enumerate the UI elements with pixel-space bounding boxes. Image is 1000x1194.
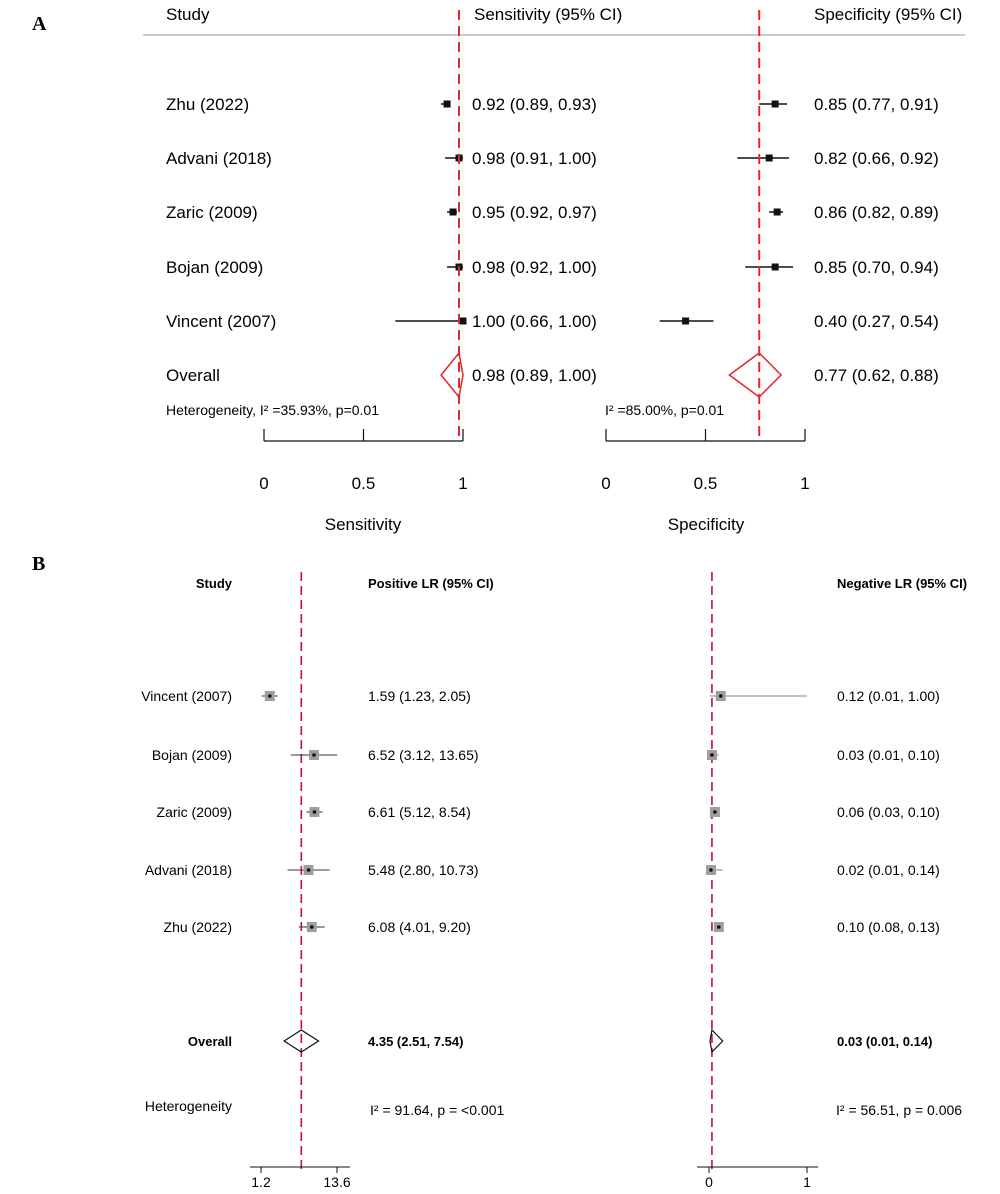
study-label: Vincent (2007)	[141, 688, 232, 704]
specificity-point	[765, 154, 773, 162]
negative-lr-ci-text: 0.03 (0.01, 0.10)	[837, 747, 940, 763]
positive-lr-ci-text: 6.61 (5.12, 8.54)	[368, 804, 471, 820]
negative-lr-tick-label: 1	[803, 1174, 811, 1190]
negative-lr-point	[713, 810, 717, 814]
sensitivity-overall-diamond	[440, 351, 464, 399]
specificity-overall-diamond	[728, 352, 783, 398]
positive-lr-ci-text: 5.48 (2.80, 10.73)	[368, 862, 479, 878]
specificity-point	[682, 317, 690, 325]
positive-lr-point	[309, 925, 314, 929]
sensitivity-ci-text: 0.92 (0.89, 0.93)	[472, 95, 597, 114]
study-label: Vincent (2007)	[166, 312, 276, 331]
positive-lr-heterogeneity: I² = 91.64, p = <0.001	[370, 1102, 504, 1118]
negative-lr-heterogeneity: I² = 56.51, p = 0.006	[836, 1102, 962, 1118]
specificity-ci-text: 0.82 (0.66, 0.92)	[814, 149, 939, 168]
positive-lr-point	[306, 868, 311, 872]
sensitivity-heterogeneity: Heterogeneity, I² =35.93%, p=0.01	[166, 402, 379, 418]
specificity-axis-label: Specificity	[668, 515, 745, 534]
specificity-tick-label: 1	[800, 474, 809, 493]
study-label: Zhu (2022)	[166, 95, 249, 114]
sensitivity-ci-text: 1.00 (0.66, 1.00)	[472, 312, 597, 331]
panel-b-label: B	[32, 553, 45, 575]
study-label: Zaric (2009)	[157, 804, 232, 820]
sensitivity-tick-label: 1	[458, 474, 467, 493]
panel-a-forest-plot: Zhu (2022) Advani (2018) Zaric (2009) Bojan…	[166, 10, 939, 493]
study-label: Bojan (2009)	[166, 258, 263, 277]
specificity-tick-label: 0.5	[694, 474, 718, 493]
study-label: Bojan (2009)	[152, 747, 232, 763]
specificity-point	[771, 263, 779, 271]
panel-a-study-header: Study	[166, 5, 210, 24]
positive-lr-overall-diamond	[282, 1029, 320, 1053]
panel-b-study-header: Study	[196, 576, 233, 591]
negative-lr-point	[710, 753, 714, 757]
study-label: Advani (2018)	[166, 149, 272, 168]
sensitivity-point	[459, 317, 467, 325]
specificity-ci-text: 0.86 (0.82, 0.89)	[814, 203, 939, 222]
study-label: Advani (2018)	[145, 862, 232, 878]
positive-lr-ci-text: 1.59 (1.23, 2.05)	[368, 688, 471, 704]
sensitivity-point	[449, 208, 457, 216]
sensitivity-ci-text: 0.95 (0.92, 0.97)	[472, 203, 597, 222]
panel-b-heterogeneity-label: Heterogeneity	[145, 1098, 232, 1114]
positive-lr-ci-text: 6.08 (4.01, 9.20)	[368, 919, 471, 935]
sensitivity-ci-text: 0.98 (0.92, 1.00)	[472, 258, 597, 277]
positive-lr-point	[312, 810, 317, 814]
positive-lr-overall-text: 4.35 (2.51, 7.54)	[368, 1034, 463, 1049]
specificity-heterogeneity: I² =85.00%, p=0.01	[605, 402, 724, 418]
specificity-ci-text: 0.40 (0.27, 0.54)	[814, 312, 939, 331]
specificity-overall-text: 0.77 (0.62, 0.88)	[814, 366, 939, 385]
specificity-tick-label: 0	[601, 474, 610, 493]
panel-b-forest-plot: Vincent (2007) Bojan (2009) Zaric (2009) Ad…	[141, 572, 940, 1190]
negative-lr-tick-label: 0	[705, 1174, 713, 1190]
specificity-ci-text: 0.85 (0.77, 0.91)	[814, 95, 939, 114]
positive-lr-header: Positive LR (95% CI)	[368, 576, 494, 591]
negative-lr-point	[717, 925, 721, 929]
negative-lr-ci-text: 0.02 (0.01, 0.14)	[837, 862, 940, 878]
specificity-ci-text: 0.85 (0.70, 0.94)	[814, 258, 939, 277]
positive-lr-tick-label: 13.6	[323, 1174, 350, 1190]
sensitivity-tick-label: 0.5	[352, 474, 376, 493]
positive-lr-ci-text: 6.52 (3.12, 13.65)	[368, 747, 479, 763]
negative-lr-ci-text: 0.10 (0.08, 0.13)	[837, 919, 940, 935]
overall-label: Overall	[166, 366, 220, 385]
positive-lr-point	[312, 753, 316, 757]
negative-lr-overall-diamond	[709, 1028, 724, 1054]
study-label: Zhu (2022)	[164, 919, 232, 935]
sensitivity-overall-text: 0.98 (0.89, 1.00)	[472, 366, 597, 385]
sensitivity-tick-label: 0	[259, 474, 268, 493]
negative-lr-ci-text: 0.12 (0.01, 1.00)	[837, 688, 940, 704]
sensitivity-header: Sensitivity (95% CI)	[474, 5, 622, 24]
negative-lr-ci-text: 0.06 (0.03, 0.10)	[837, 804, 940, 820]
specificity-point	[771, 100, 779, 108]
positive-lr-tick-label: 1.2	[251, 1174, 271, 1190]
specificity-header: Specificity (95% CI)	[814, 5, 962, 24]
panel-a-label: A	[32, 13, 47, 35]
sensitivity-axis-label: Sensitivity	[325, 515, 402, 534]
sensitivity-ci-text: 0.98 (0.91, 1.00)	[472, 149, 597, 168]
specificity-point	[773, 208, 781, 216]
negative-lr-overall-text: 0.03 (0.01, 0.14)	[837, 1034, 932, 1049]
negative-lr-point	[718, 694, 723, 698]
positive-lr-point	[268, 694, 272, 698]
overall-label: Overall	[188, 1034, 232, 1049]
sensitivity-point	[443, 100, 451, 108]
study-label: Zaric (2009)	[166, 203, 258, 222]
negative-lr-point	[709, 868, 713, 872]
negative-lr-header: Negative LR (95% CI)	[837, 576, 967, 591]
